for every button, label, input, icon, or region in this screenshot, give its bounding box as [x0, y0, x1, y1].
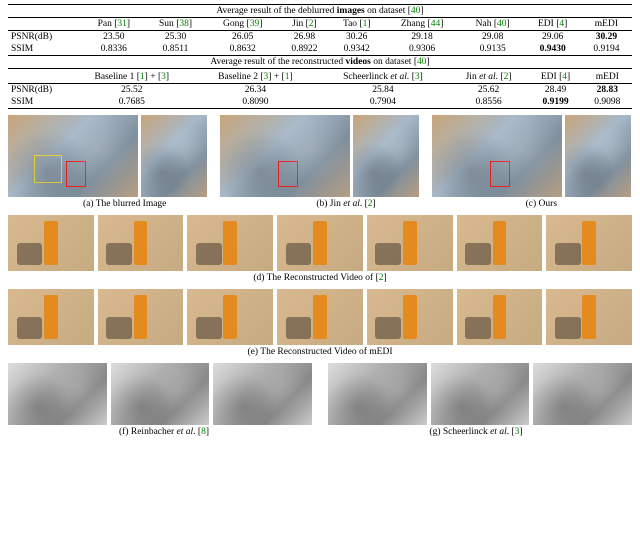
col-edi2: EDI [4]	[528, 71, 582, 84]
caption-c: (c) Ours	[526, 199, 557, 209]
col-pan: Pan [31]	[83, 18, 144, 31]
caption-b: (b) Jin et al. [2]	[316, 199, 375, 209]
col-tao: Tao [1]	[330, 18, 383, 31]
col-nah: Nah [40]	[461, 18, 525, 31]
col-jin: Jin [2]	[279, 18, 330, 31]
row-ssim: SSIM	[8, 43, 83, 56]
panel-g	[328, 363, 632, 425]
panel-c	[432, 115, 632, 197]
col-sun: Sun [38]	[144, 18, 206, 31]
panel-a	[8, 115, 208, 197]
caption-g: (g) Scheerlinck et al. [3]	[324, 427, 628, 437]
images-table-title: Average result of the deblurred images o…	[8, 5, 632, 18]
caption-f: (f) Reinbacher et al. [8]	[12, 427, 316, 437]
col-zhang: Zhang [44]	[383, 18, 460, 31]
videos-table: Baseline 1 [1] + [3] Baseline 2 [3] + [1…	[8, 71, 632, 109]
images-table: Average result of the deblurred images o…	[8, 4, 632, 69]
caption-a: (a) The blurred Image	[83, 199, 166, 209]
col-edi: EDI [4]	[525, 18, 581, 31]
col-baseline1: Baseline 1 [1] + [3]	[70, 71, 194, 84]
figure-grid: (a) The blurred Image (b) Jin et al. [2]…	[8, 115, 632, 437]
col-baseline2: Baseline 2 [3] + [1]	[194, 71, 318, 84]
panel-d	[8, 215, 632, 271]
panel-b	[220, 115, 420, 197]
col-scheerlinck: Scheerlinck et al. [3]	[317, 71, 449, 84]
row-psnr: PSNR(dB)	[8, 31, 83, 44]
col-medi2: mEDI	[583, 71, 632, 84]
col-medi: mEDI	[581, 18, 632, 31]
panel-f	[8, 363, 312, 425]
caption-d: (d) The Reconstructed Video of [2]	[8, 273, 632, 283]
col-jin2: Jin et al. [2]	[449, 71, 529, 84]
col-gong: Gong [39]	[207, 18, 279, 31]
videos-table-title: Average result of the reconstructed vide…	[8, 56, 632, 69]
caption-e: (e) The Reconstructed Video of mEDI	[8, 347, 632, 357]
panel-e	[8, 289, 632, 345]
